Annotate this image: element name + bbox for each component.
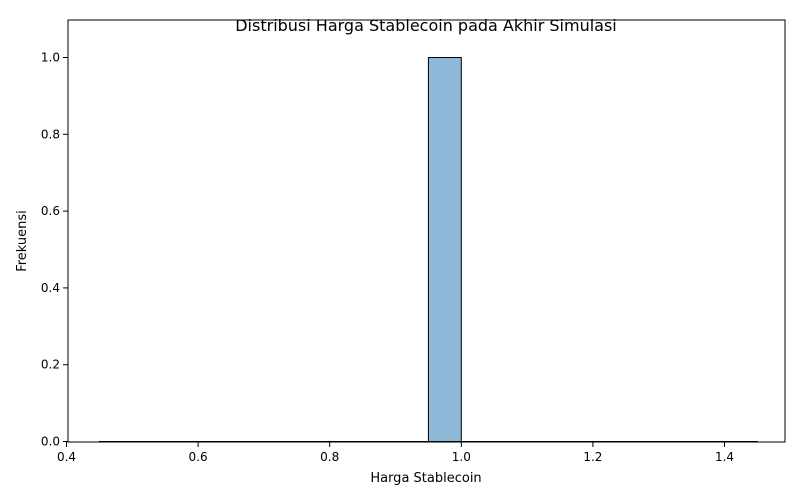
y-tick-label: 1.0 [41,51,60,65]
x-axis-label: Harga Stablecoin [370,471,481,486]
y-tick-label: 0.6 [41,204,60,218]
x-tick-label: 0.8 [320,450,339,464]
y-tick-label: 0.0 [41,435,60,449]
y-tick-label: 0.4 [41,281,60,295]
y-tick-label: 0.8 [41,127,60,141]
histogram-bar [427,57,462,442]
x-tick-label: 1.0 [452,450,471,464]
bars-layer [98,57,758,443]
chart-title: Distribusi Harga Stablecoin pada Akhir S… [235,16,617,35]
y-tick-label: 0.2 [41,358,60,372]
x-tick-label: 1.4 [715,450,734,464]
x-tick-label: 0.6 [189,450,208,464]
x-tick-label: 0.4 [57,450,76,464]
ticks-layer: 0.4 0.6 0.8 1.0 1.2 1.4 0.0 0.2 0.4 0.6 0.8 1.0 [41,51,734,465]
y-axis-label: Frekuensi [15,210,30,272]
x-tick-label: 1.2 [583,450,602,464]
plot-frame [67,19,786,443]
